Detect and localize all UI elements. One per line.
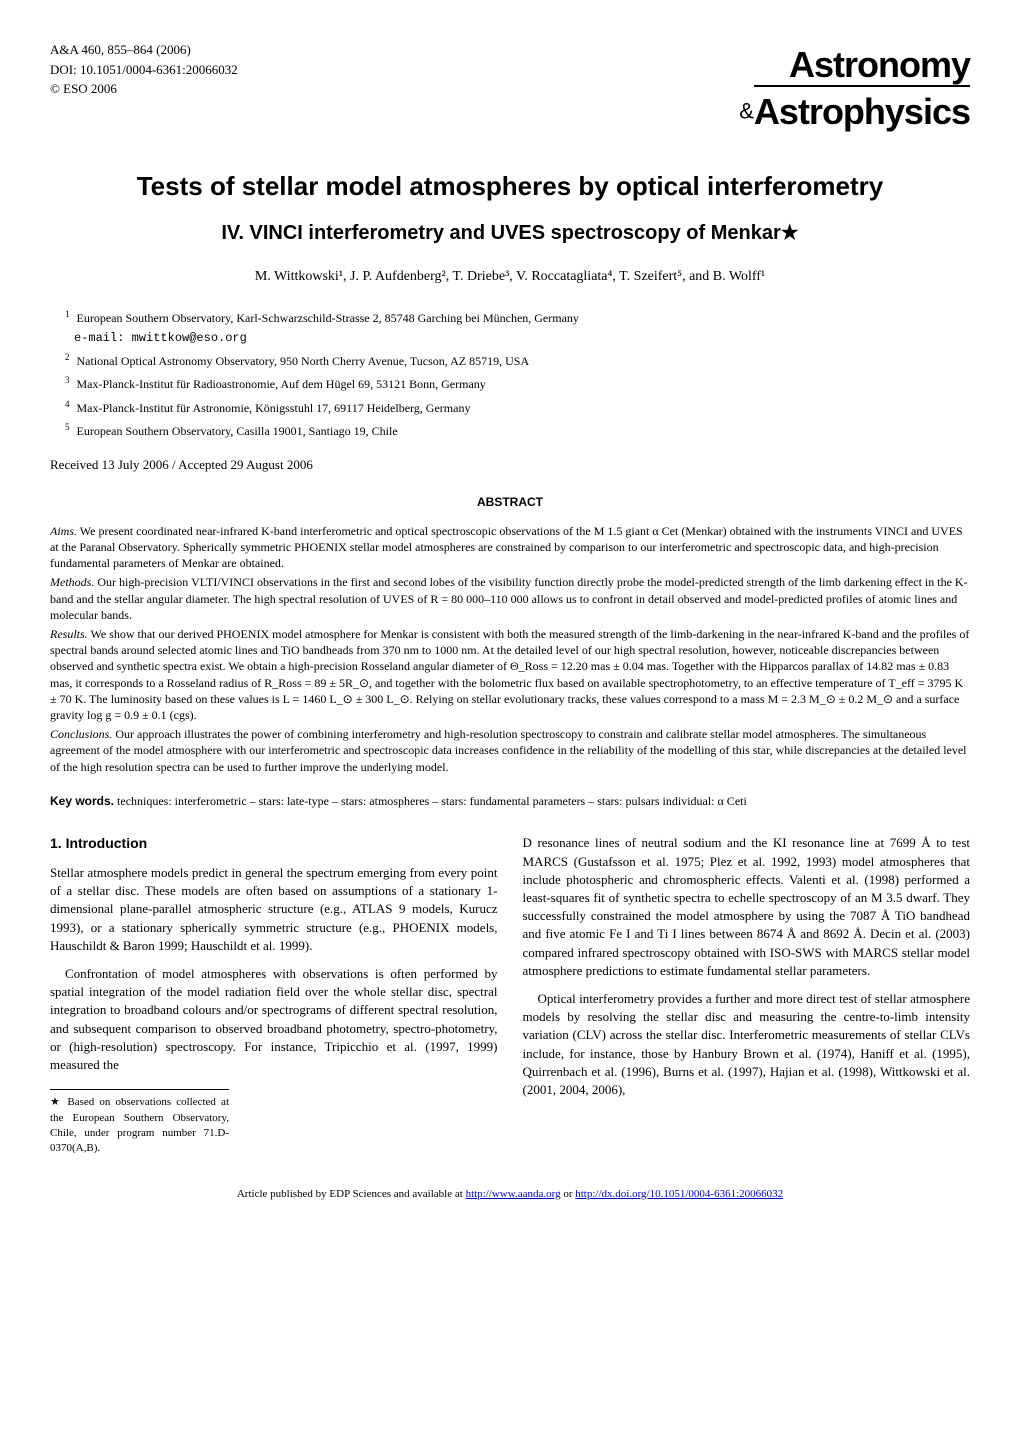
- intro-p2: Confrontation of model atmospheres with …: [50, 965, 498, 1074]
- affiliations: 1 European Southern Observatory, Karl-Sc…: [65, 307, 970, 441]
- affiliation-5: 5 European Southern Observatory, Casilla…: [65, 420, 970, 441]
- results-text: We show that our derived PHOENIX model a…: [50, 627, 969, 722]
- results-label: Results.: [50, 627, 88, 641]
- keywords-label: Key words.: [50, 794, 114, 808]
- logo-astronomy: Astronomy: [739, 40, 970, 90]
- aff-num: 4: [65, 399, 70, 409]
- conclusions-text: Our approach illustrates the power of co…: [50, 727, 967, 773]
- aff-text: National Optical Astronomy Observatory, …: [77, 354, 530, 368]
- authors-list: M. Wittkowski¹, J. P. Aufdenberg², T. Dr…: [50, 267, 970, 287]
- keywords: Key words. techniques: interferometric –…: [50, 793, 970, 810]
- affiliation-4: 4 Max-Planck-Institut für Astronomie, Kö…: [65, 397, 970, 418]
- aff-text: Max-Planck-Institut für Radioastronomie,…: [77, 377, 486, 391]
- abstract-conclusions: Conclusions. Our approach illustrates th…: [50, 726, 970, 775]
- abstract-methods: Methods. Our high-precision VLTI/VINCI o…: [50, 574, 970, 623]
- aims-label: Aims.: [50, 524, 77, 538]
- article-subtitle: IV. VINCI interferometry and UVES spectr…: [50, 219, 970, 247]
- footnote-text: ★ Based on observations collected at the…: [50, 1096, 229, 1154]
- page-footer: Article published by EDP Sciences and av…: [50, 1187, 970, 1202]
- aff-num: 2: [65, 352, 70, 362]
- intro-p3: D resonance lines of neutral sodium and …: [523, 834, 971, 980]
- abstract-aims: Aims. We present coordinated near-infrar…: [50, 523, 970, 572]
- email: e-mail: mwittkow@eso.org: [74, 331, 247, 345]
- aff-text: European Southern Observatory, Karl-Schw…: [77, 311, 579, 325]
- doi: DOI: 10.1051/0004-6361:20066032: [50, 60, 238, 80]
- footer-link-2[interactable]: http://dx.doi.org/10.1051/0004-6361:2006…: [575, 1188, 783, 1200]
- abstract: Aims. We present coordinated near-infrar…: [50, 523, 970, 775]
- journal-info: A&A 460, 855–864 (2006) DOI: 10.1051/000…: [50, 40, 238, 99]
- copyright: © ESO 2006: [50, 79, 238, 99]
- footer-or: or: [563, 1188, 575, 1200]
- footer-link-1[interactable]: http://www.aanda.org: [466, 1188, 561, 1200]
- body-columns: 1. Introduction Stellar atmosphere model…: [50, 834, 970, 1156]
- affiliation-1: 1 European Southern Observatory, Karl-Sc…: [65, 307, 970, 348]
- section-1-heading: 1. Introduction: [50, 834, 498, 854]
- aff-num: 5: [65, 422, 70, 432]
- left-column: 1. Introduction Stellar atmosphere model…: [50, 834, 498, 1156]
- logo-astrophysics: Astrophysics: [754, 85, 970, 137]
- intro-p4: Optical interferometry provides a furthe…: [523, 990, 971, 1099]
- aff-text: Max-Planck-Institut für Astronomie, Köni…: [77, 401, 471, 415]
- methods-label: Methods.: [50, 575, 94, 589]
- affiliation-2: 2 National Optical Astronomy Observatory…: [65, 350, 970, 371]
- affiliation-3: 3 Max-Planck-Institut für Radioastronomi…: [65, 373, 970, 394]
- footer-text: Article published by EDP Sciences and av…: [237, 1188, 466, 1200]
- aff-num: 3: [65, 375, 70, 385]
- journal-logo: Astronomy &Astrophysics: [739, 40, 970, 138]
- journal-ref: A&A 460, 855–864 (2006): [50, 40, 238, 60]
- aims-text: We present coordinated near-infrared K-b…: [50, 524, 963, 570]
- header-row: A&A 460, 855–864 (2006) DOI: 10.1051/000…: [50, 40, 970, 138]
- methods-text: Our high-precision VLTI/VINCI observatio…: [50, 575, 968, 621]
- aff-text: European Southern Observatory, Casilla 1…: [77, 424, 398, 438]
- article-title: Tests of stellar model atmospheres by op…: [50, 168, 970, 204]
- footnote: ★ Based on observations collected at the…: [50, 1089, 229, 1157]
- aff-num: 1: [65, 309, 70, 319]
- abstract-results: Results. We show that our derived PHOENI…: [50, 626, 970, 723]
- keywords-text: techniques: interferometric – stars: lat…: [114, 794, 747, 808]
- received-date: Received 13 July 2006 / Accepted 29 Augu…: [50, 456, 970, 474]
- logo-ampersand: &: [739, 99, 754, 124]
- abstract-heading: ABSTRACT: [50, 494, 970, 511]
- intro-p1: Stellar atmosphere models predict in gen…: [50, 864, 498, 955]
- conclusions-label: Conclusions.: [50, 727, 112, 741]
- right-column: D resonance lines of neutral sodium and …: [523, 834, 971, 1156]
